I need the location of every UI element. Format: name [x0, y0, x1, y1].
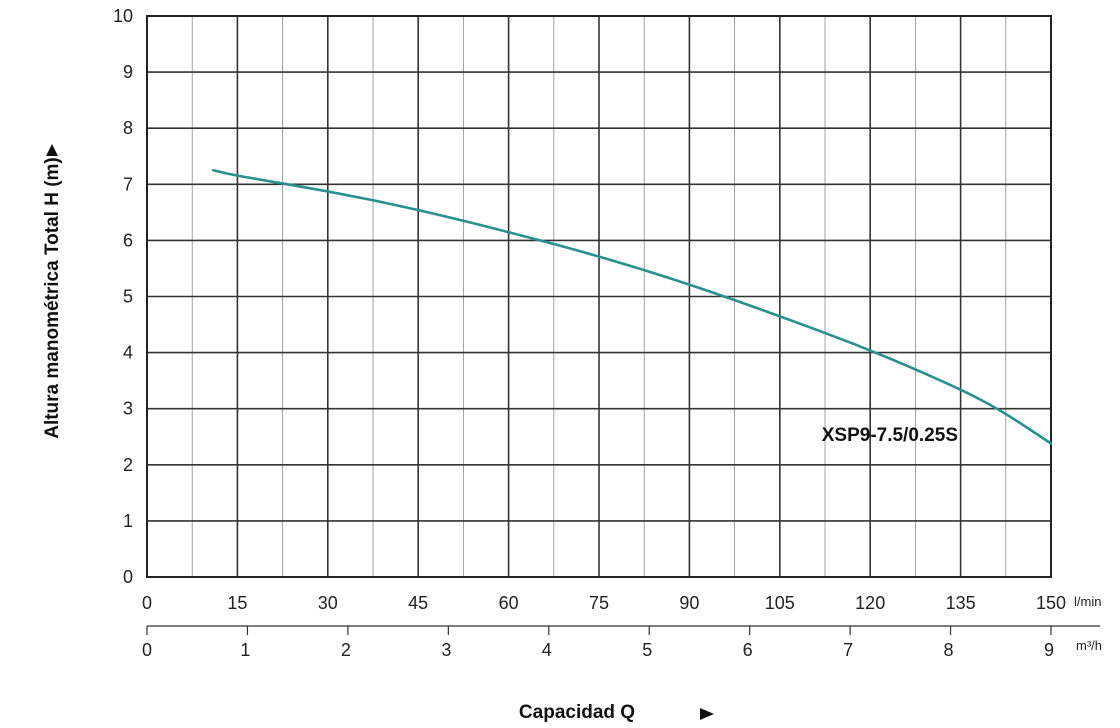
x-tick-label-lmin: 75: [589, 593, 609, 613]
x-tick-label-m3h: 6: [743, 640, 753, 660]
x-tick-label-m3h: 4: [542, 640, 552, 660]
x-tick-label-lmin: 120: [855, 593, 885, 613]
y-tick-label: 10: [113, 6, 133, 26]
x-tick-label-lmin: 90: [679, 593, 699, 613]
x-axis-arrow-icon: [700, 708, 714, 720]
x-tick-label-m3h: 1: [240, 640, 250, 660]
y-tick-label: 7: [123, 174, 133, 194]
x-tick-label-lmin: 30: [318, 593, 338, 613]
x-tick-label-lmin: 45: [408, 593, 428, 613]
x-tick-label-m3h: 9: [1044, 640, 1054, 660]
x-tick-label-m3h: 5: [642, 640, 652, 660]
y-axis-title-group: Altura manométrica Total H (m): [42, 144, 63, 439]
x-tick-label-lmin: 15: [227, 593, 247, 613]
x-unit-lmin: l/min: [1074, 594, 1101, 609]
y-tick-label: 2: [123, 455, 133, 475]
x-tick-label-m3h: 2: [341, 640, 351, 660]
plot-frame: [146, 15, 1052, 578]
x-axis-title: Capacidad Q: [519, 702, 635, 723]
curve-layer: XSP9-7.5/0.25S: [211, 168, 1053, 446]
x-tick-label-m3h: 3: [441, 640, 451, 660]
x-tick-label-lmin: 60: [499, 593, 519, 613]
x-axis-lmin: 0 15 30 45 60 75 90 105 120 135 150 l/min: [142, 593, 1101, 613]
x-tick-label-m3h: 0: [142, 640, 152, 660]
series-label: XSP9-7.5/0.25S: [822, 425, 958, 446]
grid-layer: [146, 15, 1052, 578]
y-tick-label: 4: [123, 343, 133, 363]
y-tick-labels: 0 1 2 3 4 5 6 7 8 9 10: [113, 6, 133, 587]
y-tick-label: 9: [123, 62, 133, 82]
y-tick-label: 6: [123, 230, 133, 250]
y-tick-label: 3: [123, 399, 133, 419]
x-tick-label-lmin: 150: [1036, 593, 1066, 613]
series-line: [211, 168, 1053, 445]
x-tick-label-lmin: 105: [765, 593, 795, 613]
x-tick-label-m3h: 8: [944, 640, 954, 660]
y-tick-label: 5: [123, 287, 133, 307]
x-unit-m3h: m³/h: [1076, 638, 1102, 653]
y-axis-arrow-icon: [46, 144, 58, 156]
y-tick-label: 8: [123, 118, 133, 138]
y-axis-title: Altura manométrica Total H (m): [42, 157, 63, 439]
x-tick-label-m3h: 7: [843, 640, 853, 660]
x-tick-label-lmin: 0: [142, 593, 152, 613]
x-axis-m3h: 0 1 2 3 4 5 6 7 8 9 m³/h: [142, 625, 1102, 660]
x-tick-label-lmin: 135: [946, 593, 976, 613]
y-tick-label: 1: [123, 511, 133, 531]
y-tick-label: 0: [123, 567, 133, 587]
